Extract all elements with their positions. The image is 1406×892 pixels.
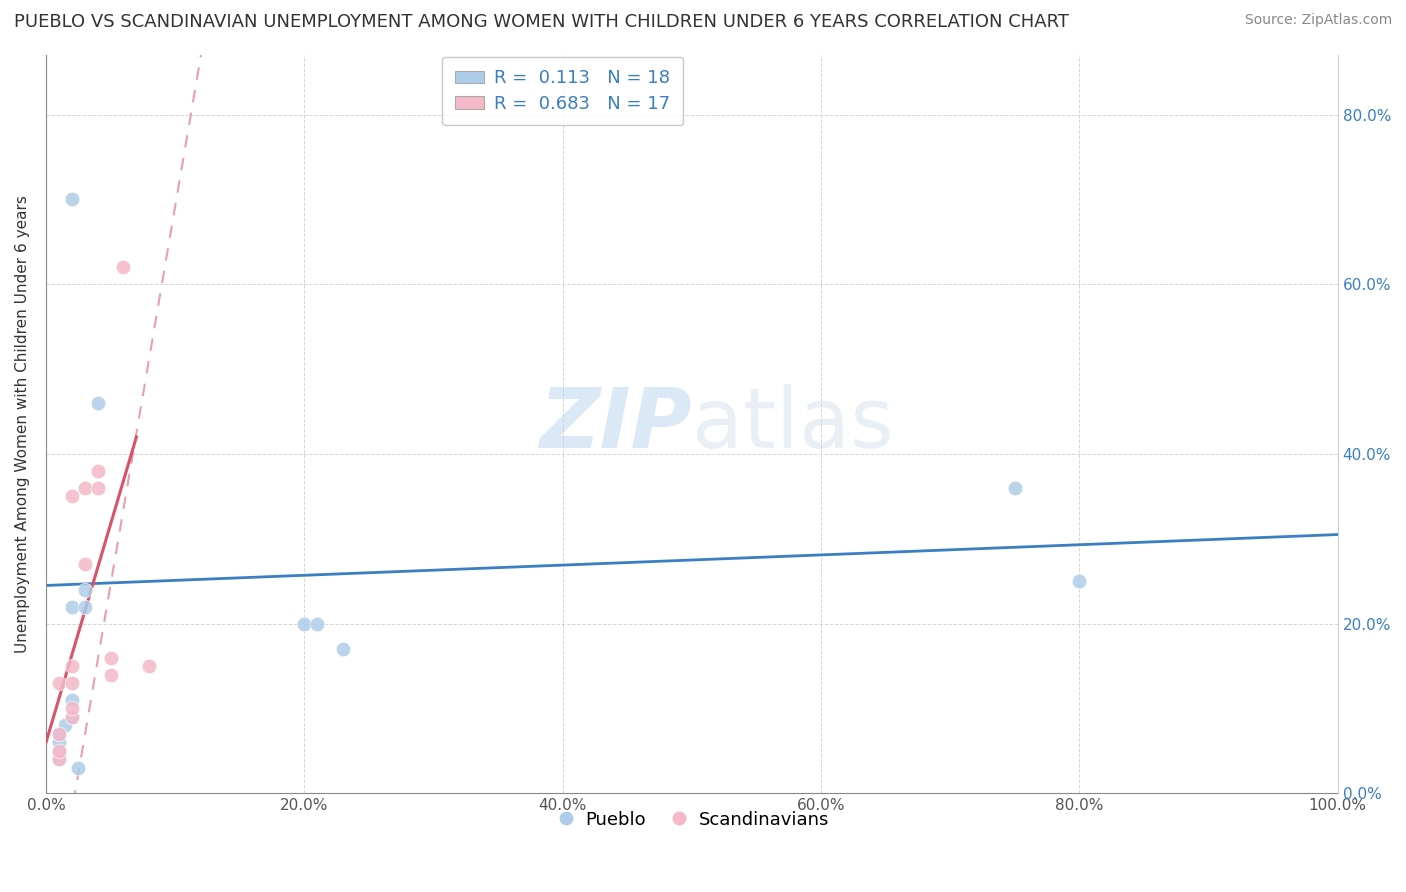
Point — [292, 616, 315, 631]
Point — [86, 396, 108, 410]
Point — [60, 193, 83, 207]
Point — [48, 676, 70, 690]
Point — [73, 558, 96, 572]
Point — [60, 599, 83, 614]
Point — [48, 752, 70, 766]
Text: PUEBLO VS SCANDINAVIAN UNEMPLOYMENT AMONG WOMEN WITH CHILDREN UNDER 6 YEARS CORR: PUEBLO VS SCANDINAVIAN UNEMPLOYMENT AMON… — [14, 13, 1069, 31]
Y-axis label: Unemployment Among Women with Children Under 6 years: Unemployment Among Women with Children U… — [15, 195, 30, 653]
Point — [48, 744, 70, 758]
Text: ZIP: ZIP — [538, 384, 692, 465]
Point — [73, 582, 96, 597]
Text: atlas: atlas — [692, 384, 894, 465]
Point — [60, 676, 83, 690]
Point — [60, 710, 83, 724]
Point — [86, 481, 108, 495]
Point — [67, 761, 90, 775]
Legend: Pueblo, Scandinavians: Pueblo, Scandinavians — [547, 804, 837, 836]
Point — [86, 464, 108, 478]
Point — [138, 659, 160, 673]
Point — [60, 659, 83, 673]
Point — [332, 642, 354, 657]
Point — [307, 616, 329, 631]
Point — [1004, 481, 1026, 495]
Point — [73, 599, 96, 614]
Point — [1069, 574, 1091, 589]
Point — [48, 727, 70, 741]
Point — [60, 701, 83, 715]
Point — [73, 481, 96, 495]
Point — [60, 489, 83, 503]
Point — [112, 260, 135, 275]
Point — [48, 735, 70, 749]
Point — [53, 718, 76, 732]
Point — [48, 727, 70, 741]
Point — [60, 710, 83, 724]
Point — [48, 752, 70, 766]
Text: Source: ZipAtlas.com: Source: ZipAtlas.com — [1244, 13, 1392, 28]
Point — [100, 667, 122, 681]
Point — [100, 650, 122, 665]
Point — [48, 744, 70, 758]
Point — [60, 693, 83, 707]
